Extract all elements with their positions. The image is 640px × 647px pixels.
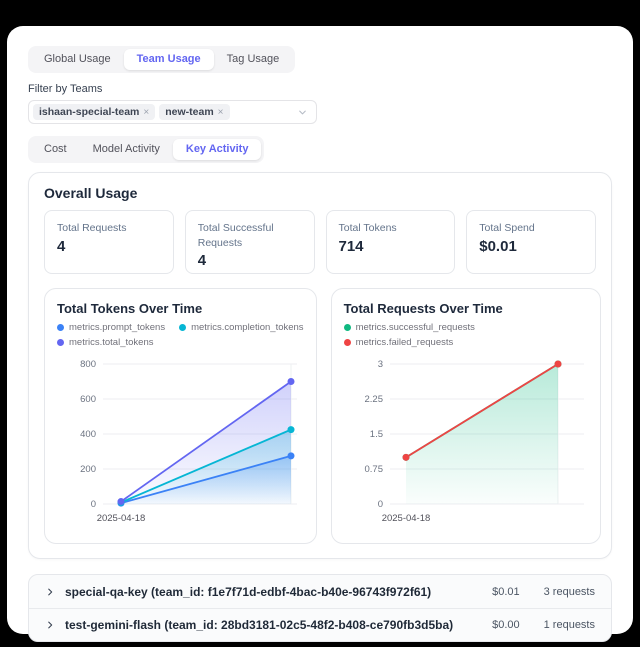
stat-value: $0.01 <box>479 237 517 255</box>
stat-total-spend: Total Spend $0.01 <box>466 210 596 275</box>
main-panel: Global Usage Team Usage Tag Usage Filter… <box>7 26 633 643</box>
legend-label: metrics.prompt_tokens <box>69 322 166 334</box>
requests-over-time-chart-card: Total Requests Over Time metrics.success… <box>330 288 601 545</box>
svg-text:400: 400 <box>80 429 96 440</box>
stat-label: Total Successful Requests <box>197 222 274 249</box>
legend-dot-icon <box>343 339 351 347</box>
overall-usage-title: Overall Usage <box>44 185 138 202</box>
usage-scope-tabs: Global Usage Team Usage Tag Usage <box>28 46 296 74</box>
legend-dot-icon <box>179 324 187 332</box>
svg-text:3: 3 <box>377 359 382 370</box>
key-name: test-gemini-flash (team_id: 28bd3181-02c… <box>65 618 454 633</box>
key-spend: $0.01 <box>492 585 520 598</box>
filter-by-teams-label: Filter by Teams <box>28 83 103 96</box>
svg-text:0: 0 <box>91 499 96 510</box>
legend-dot-icon <box>343 324 351 332</box>
legend-item: metrics.failed_requests <box>343 337 454 349</box>
tab-global-usage[interactable]: Global Usage <box>31 49 124 70</box>
svg-text:600: 600 <box>80 394 96 405</box>
svg-text:0: 0 <box>377 499 382 510</box>
stat-value: 4 <box>57 237 66 255</box>
chart-legend: metrics.successful_requests metrics.fail… <box>343 322 588 349</box>
tab-cost[interactable]: Cost <box>31 139 80 160</box>
charts-row: Total Tokens Over Time metrics.prompt_to… <box>44 288 601 545</box>
legend-label: metrics.total_tokens <box>69 337 154 349</box>
chart-legend: metrics.prompt_tokens metrics.completion… <box>57 322 304 348</box>
team-tag-label: ishaan-special-team <box>39 106 140 119</box>
legend-item: metrics.successful_requests <box>343 322 475 334</box>
tokens-line-chart: 800 600 400 200 0 2025-04-18 <box>57 352 304 535</box>
legend-dot-icon <box>57 324 64 332</box>
chevron-down-icon <box>297 107 308 118</box>
key-request-count: 3 requests <box>543 585 595 598</box>
legend-item: metrics.total_tokens <box>57 337 153 348</box>
remove-tag-icon[interactable]: × <box>217 106 224 118</box>
team-tag[interactable]: ishaan-special-team × <box>33 104 156 121</box>
svg-text:1.5: 1.5 <box>369 429 382 440</box>
chart-title: Total Requests Over Time <box>343 301 503 317</box>
svg-text:0.75: 0.75 <box>364 464 383 475</box>
svg-text:800: 800 <box>80 359 96 370</box>
tokens-over-time-chart-card: Total Tokens Over Time metrics.prompt_to… <box>44 288 317 545</box>
stat-label: Total Spend <box>479 222 535 235</box>
legend-label: metrics.failed_requests <box>355 337 454 349</box>
remove-tag-icon[interactable]: × <box>143 106 150 118</box>
stat-total-successful-requests: Total Successful Requests 4 <box>184 210 315 275</box>
requests-line-chart: 3 2.25 1.5 0.75 0 2025-04-18 <box>344 352 588 535</box>
stat-total-tokens: Total Tokens 714 <box>325 210 456 275</box>
svg-text:2025-04-18: 2025-04-18 <box>381 513 430 524</box>
team-tag[interactable]: new-team × <box>159 104 230 121</box>
chevron-right-icon <box>45 620 55 630</box>
key-row-test-gemini-flash[interactable]: test-gemini-flash (team_id: 28bd3181-02c… <box>29 608 611 641</box>
overall-usage-card: Overall Usage Total Requests 4 Total Suc… <box>28 172 612 560</box>
legend-item: metrics.completion_tokens <box>179 322 304 334</box>
key-spend: $0.00 <box>492 619 520 632</box>
legend-label: metrics.completion_tokens <box>191 322 304 334</box>
key-name: special-qa-key (team_id: f1e7f71d-edbf-4… <box>65 584 432 599</box>
stat-label: Total Requests <box>57 222 127 235</box>
key-request-count: 1 requests <box>543 619 595 632</box>
team-tag-label: new-team <box>165 106 214 119</box>
legend-label: metrics.successful_requests <box>355 322 475 334</box>
tab-model-activity[interactable]: Model Activity <box>80 139 173 160</box>
svg-text:2.25: 2.25 <box>364 394 383 405</box>
tab-team-usage[interactable]: Team Usage <box>123 49 214 71</box>
chart-title: Total Tokens Over Time <box>57 301 203 317</box>
stat-total-requests: Total Requests 4 <box>44 210 174 275</box>
keys-accordion: special-qa-key (team_id: f1e7f71d-edbf-4… <box>28 574 612 643</box>
key-row-special-qa-key[interactable]: special-qa-key (team_id: f1e7f71d-edbf-4… <box>29 575 611 608</box>
stat-value: 714 <box>338 237 364 255</box>
chevron-right-icon <box>45 587 55 597</box>
svg-text:2025-04-18: 2025-04-18 <box>97 513 146 524</box>
tab-key-activity[interactable]: Key Activity <box>172 139 262 161</box>
stat-label: Total Tokens <box>338 222 397 235</box>
activity-view-tabs: Cost Model Activity Key Activity <box>28 136 265 164</box>
svg-text:200: 200 <box>80 464 96 475</box>
team-filter-select[interactable]: ishaan-special-team × new-team × <box>28 100 317 125</box>
legend-item: metrics.prompt_tokens <box>57 322 165 333</box>
tab-tag-usage[interactable]: Tag Usage <box>214 49 293 70</box>
stats-row: Total Requests 4 Total Successful Reques… <box>44 210 596 275</box>
legend-dot-icon <box>57 339 64 347</box>
stat-value: 4 <box>197 251 207 269</box>
